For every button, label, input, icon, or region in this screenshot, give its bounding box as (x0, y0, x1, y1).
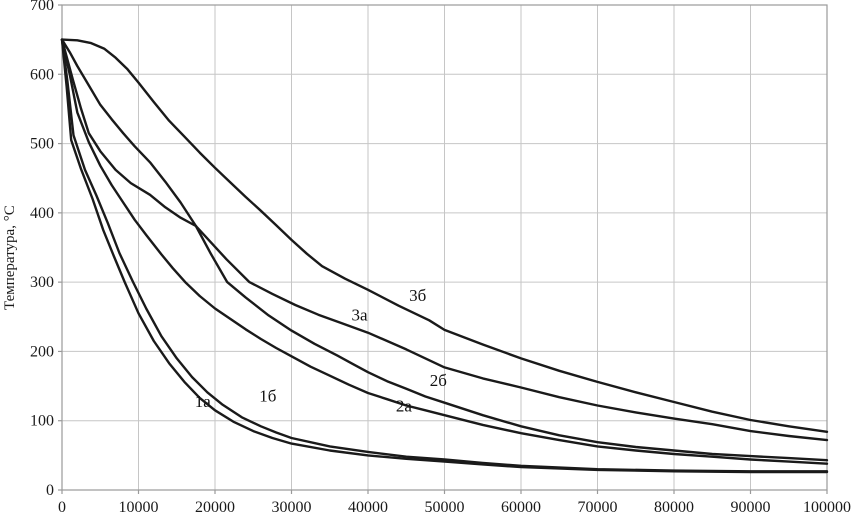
curve-label-1б: 1б (259, 386, 276, 405)
x-tick-label: 90000 (731, 499, 771, 516)
curve-1б (60, 38, 829, 473)
x-tick-label: 100000 (803, 499, 851, 516)
y-tick-label: 700 (30, 0, 54, 14)
curve-label-3б: 3б (409, 286, 426, 305)
x-tick-label: 10000 (119, 499, 159, 516)
x-tick-label: 50000 (425, 499, 465, 516)
data-curves (60, 38, 829, 474)
axis-tick-labels: 0 100 200 300 400 500 600 700 0 10000 20000 30000 40… (30, 0, 851, 516)
y-tick-label: 300 (30, 274, 54, 291)
x-tick-label: 70000 (578, 499, 618, 516)
curve-label-1а: 1а (195, 392, 212, 411)
series-labels: 1а 1б 2а 2б 3а 3б (195, 286, 447, 416)
curve-label-3а: 3а (352, 305, 369, 324)
gridlines (61, 4, 828, 491)
y-tick-label: 200 (30, 343, 54, 360)
x-tick-label: 0 (58, 499, 66, 516)
x-tick-label: 20000 (195, 499, 235, 516)
y-tick-label: 600 (30, 66, 54, 83)
curve-3а (60, 38, 829, 442)
axis-ticks (58, 4, 828, 494)
curve-3б (60, 38, 829, 433)
y-axis-title: Температура, °С (2, 205, 18, 310)
curve-2б (60, 38, 829, 462)
curve-1а (60, 38, 829, 474)
x-tick-label: 30000 (272, 499, 312, 516)
y-tick-label: 500 (30, 136, 54, 153)
x-tick-label: 60000 (501, 499, 541, 516)
x-tick-label: 80000 (654, 499, 694, 516)
x-tick-label: 40000 (348, 499, 388, 516)
curve-2а (60, 38, 829, 465)
curve-label-2а: 2а (396, 397, 413, 416)
y-tick-label: 400 (30, 205, 54, 222)
y-tick-label: 0 (46, 482, 54, 499)
y-tick-label: 100 (30, 413, 54, 430)
curve-label-2б: 2б (430, 371, 447, 390)
